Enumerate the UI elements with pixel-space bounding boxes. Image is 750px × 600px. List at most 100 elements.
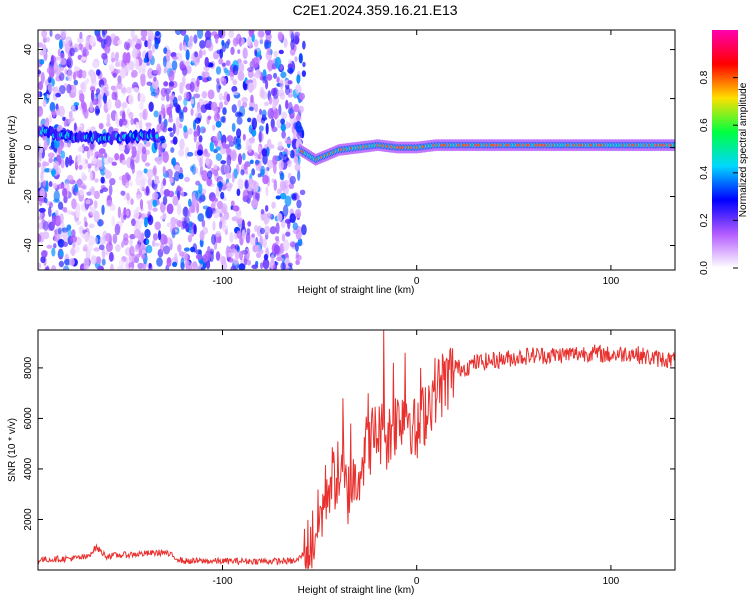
heatmap-cell (234, 111, 242, 118)
heatmap-cell (129, 245, 135, 257)
heatmap-cell (168, 81, 175, 87)
heatmap-cell (100, 38, 106, 49)
heatmap-cell (232, 205, 240, 212)
heatmap-cell (231, 216, 239, 222)
heatmap-cell (194, 51, 198, 58)
heatmap-cell (111, 91, 117, 101)
heatmap-cell (297, 155, 301, 166)
heatmap-cell (106, 113, 111, 125)
heatmap-cell (227, 182, 231, 187)
heatmap-cell (247, 36, 251, 47)
heatmap-cell (146, 168, 154, 179)
heatmap-cell (114, 52, 119, 62)
heatmap-cell (41, 218, 46, 230)
heatmap-cell (219, 220, 223, 230)
heatmap-cell (129, 233, 136, 240)
heatmap-cell (239, 250, 243, 261)
heatmap-cell (236, 128, 242, 139)
heatmap-cell (226, 38, 231, 46)
heatmap-cell (57, 238, 65, 248)
heatmap-cell (105, 83, 109, 93)
heatmap-cell (102, 95, 106, 102)
heatmap-cell (215, 36, 219, 44)
heatmap-cell (231, 171, 235, 183)
heatmap-cell (142, 109, 146, 120)
heatmap-cell (267, 108, 275, 120)
heatmap-cell (59, 213, 64, 224)
heatmap-cell (294, 163, 301, 172)
heatmap-cell (108, 251, 114, 262)
heatmap-cell (105, 232, 112, 242)
heatmap-cell (261, 75, 267, 84)
heatmap-cell (137, 262, 144, 270)
heatmap-cell (290, 39, 295, 50)
heatmap-cell (294, 208, 302, 219)
heatmap-cell (302, 61, 306, 68)
heatmap-cell (85, 159, 89, 165)
heatmap-cell (258, 125, 264, 132)
heatmap-cell (114, 69, 121, 74)
heatmap-cell (101, 204, 105, 215)
heatmap-cell (131, 218, 136, 227)
heatmap-cell (246, 259, 252, 266)
heatmap-cell (80, 56, 88, 61)
heatmap-cell (273, 244, 280, 255)
heatmap-cell (188, 198, 192, 208)
heatmap-cell (296, 113, 301, 123)
heatmap-cell (67, 69, 73, 82)
heatmap-cell (207, 89, 215, 100)
heatmap-cell (272, 108, 280, 119)
heatmap-cell (299, 189, 306, 196)
heatmap-cell (231, 248, 237, 254)
heatmap-cell (138, 112, 143, 117)
heatmap-cell (298, 105, 304, 114)
heatmap-cell (183, 125, 188, 133)
heatmap-cell (139, 93, 146, 105)
heatmap-cell (293, 104, 300, 113)
heatmap-cell (172, 122, 176, 135)
heatmap-cell (153, 242, 160, 247)
heatmap-cell (64, 42, 70, 54)
heatmap-cell (287, 80, 293, 85)
heatmap-cell (66, 224, 72, 231)
heatmap-cell (111, 215, 116, 227)
heatmap-cell (48, 114, 53, 124)
heatmap-cell (95, 69, 101, 76)
heatmap-cell (137, 218, 145, 225)
heatmap-cell (245, 232, 251, 244)
heatmap-cell (210, 101, 218, 111)
heatmap-cell (67, 229, 73, 237)
heatmap-cell (128, 93, 134, 105)
heatmap-cell (275, 195, 281, 200)
heatmap-cell (274, 235, 280, 242)
heatmap-cell (148, 101, 154, 112)
heatmap-cell (195, 128, 199, 138)
heatmap-cell (148, 262, 152, 269)
heatmap-cell (195, 180, 201, 186)
heatmap-cell (281, 130, 286, 139)
heatmap-cell (174, 164, 181, 173)
heatmap-cell (223, 163, 230, 174)
heatmap-cell (225, 144, 230, 155)
heatmap-cell (266, 73, 273, 81)
heatmap-cell (131, 145, 137, 158)
heatmap-cell (75, 105, 79, 111)
heatmap-cell (272, 263, 277, 270)
y-tick-label: 6000 (23, 407, 34, 430)
heatmap-cell (71, 84, 77, 97)
heatmap-cell (230, 200, 235, 207)
heatmap-cell (144, 162, 151, 167)
heatmap-cell (89, 101, 94, 113)
heatmap-cell (199, 157, 203, 168)
heatmap-cell (215, 120, 222, 128)
heatmap-cell (261, 148, 268, 157)
heatmap-cell (121, 174, 127, 186)
snr-line (38, 330, 675, 569)
heatmap-cell (275, 222, 280, 235)
heatmap-cell (287, 93, 293, 98)
heatmap-cell (185, 49, 190, 61)
heatmap-cell (79, 31, 83, 39)
heatmap-cell (201, 71, 206, 80)
heatmap-cell (130, 118, 134, 126)
heatmap-cell (139, 102, 144, 111)
